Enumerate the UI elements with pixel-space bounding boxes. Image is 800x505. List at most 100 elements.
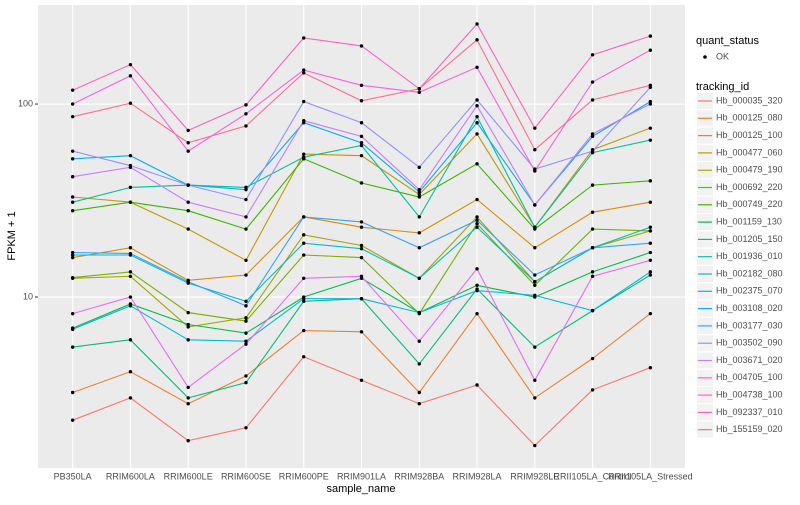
point	[244, 316, 248, 320]
legend-label: Hb_000749_220	[716, 199, 783, 209]
point	[302, 71, 306, 75]
legend-label: Hb_004705_100	[716, 372, 783, 382]
point	[648, 99, 653, 104]
point	[128, 295, 133, 299]
point	[186, 322, 190, 327]
x-tick-label: RRIM928LE	[510, 471, 559, 481]
point	[128, 274, 133, 279]
point	[533, 225, 537, 229]
point	[417, 192, 421, 197]
legend-label: Hb_003177_030	[716, 320, 783, 330]
point	[590, 210, 595, 214]
point	[359, 220, 364, 224]
legend-label: Hb_001205_150	[716, 234, 783, 244]
point	[590, 388, 595, 392]
legend-label: Hb_000035_320	[716, 95, 783, 105]
point	[417, 246, 421, 250]
point	[128, 251, 133, 256]
legend-label: Hb_155159_020	[716, 424, 783, 434]
point	[533, 273, 537, 277]
point	[359, 225, 364, 229]
point	[475, 98, 479, 102]
point	[244, 187, 248, 192]
point	[648, 48, 653, 52]
x-tick-label: RRIM600LA	[106, 471, 155, 481]
point	[128, 153, 133, 158]
point	[648, 200, 653, 204]
point	[70, 195, 75, 199]
point	[244, 227, 248, 231]
x-tick-label: RRIM600LE	[164, 471, 213, 481]
point	[302, 299, 306, 304]
point	[590, 134, 595, 139]
legend-label: Hb_001936_010	[716, 251, 783, 261]
point	[648, 241, 653, 245]
point	[186, 439, 190, 443]
point	[648, 126, 653, 130]
point	[417, 390, 421, 395]
point	[417, 310, 421, 315]
point	[128, 165, 133, 170]
legend-label: Hb_000692_220	[716, 182, 783, 192]
y-tick-label: 10	[23, 291, 33, 301]
legend-title: quant_status	[696, 35, 759, 47]
point	[417, 339, 421, 343]
point	[302, 155, 306, 159]
point	[590, 80, 595, 84]
legend-label: Hb_002375_070	[716, 286, 783, 296]
point	[244, 258, 248, 262]
legend-label: Hb_001159_130	[716, 216, 782, 226]
point	[128, 62, 133, 67]
point	[533, 293, 537, 298]
point	[417, 165, 421, 170]
point	[186, 310, 190, 315]
point	[359, 143, 364, 148]
point	[359, 274, 364, 279]
point	[417, 90, 421, 95]
point	[302, 68, 306, 72]
point	[244, 339, 248, 343]
point	[475, 132, 479, 136]
point	[533, 345, 537, 349]
point	[475, 218, 479, 222]
legend-label: Hb_000125_100	[716, 130, 783, 140]
y-axis-title: FPKM + 1	[6, 211, 18, 260]
point	[417, 87, 421, 91]
point	[128, 246, 133, 250]
point	[128, 370, 133, 374]
point	[533, 283, 537, 287]
point	[417, 401, 421, 406]
point	[533, 246, 537, 250]
point	[533, 147, 537, 152]
point	[417, 215, 421, 219]
point	[475, 288, 479, 293]
point	[648, 250, 653, 255]
point	[244, 197, 248, 202]
point	[302, 233, 306, 237]
point	[590, 132, 595, 136]
point	[186, 183, 190, 187]
legend-label: Hb_002182_080	[716, 268, 783, 278]
point	[475, 114, 479, 119]
legend-label: Hb_003108_020	[716, 303, 783, 313]
point	[590, 274, 595, 279]
point	[648, 225, 653, 229]
point	[359, 153, 364, 158]
point	[302, 276, 306, 281]
point	[186, 141, 190, 145]
point	[359, 243, 364, 248]
legend-label: Hb_003502_090	[716, 338, 783, 348]
point	[475, 221, 479, 226]
point	[590, 270, 595, 274]
point	[186, 149, 190, 153]
point	[302, 241, 306, 245]
x-tick-label: RRIM600PE	[279, 471, 329, 481]
point	[533, 443, 537, 448]
point	[302, 215, 306, 219]
point	[475, 22, 479, 26]
point	[244, 304, 248, 308]
point	[417, 362, 421, 366]
point	[359, 141, 364, 145]
legend-title: tracking_id	[696, 81, 749, 93]
point	[302, 36, 306, 40]
